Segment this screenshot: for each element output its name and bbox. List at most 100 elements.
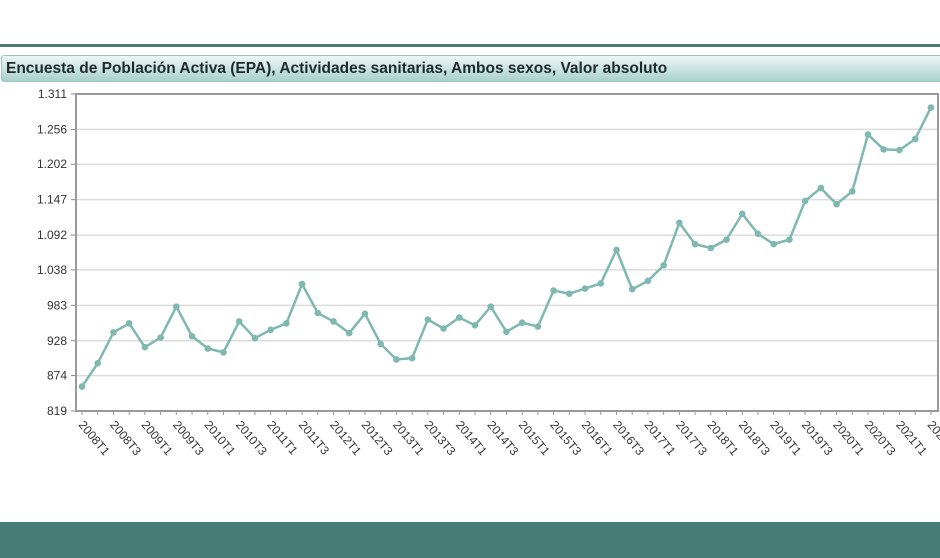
x-tick-label: 2011T3: [296, 418, 333, 458]
x-tick-label: 2013T3: [422, 418, 459, 458]
x-tick-label: 2014T1: [453, 418, 490, 458]
data-point: [94, 360, 102, 367]
x-tick-label: 2009T3: [170, 418, 207, 458]
data-point: [550, 287, 557, 294]
x-tick-label: 2020T1: [830, 418, 867, 458]
data-point: [235, 318, 243, 325]
x-tick-label: 2016T3: [610, 418, 647, 458]
data-point: [204, 345, 212, 352]
y-tick-label: 1.092: [37, 228, 67, 242]
x-tick-label: 2010T1: [201, 418, 238, 458]
data-point: [345, 329, 353, 337]
x-tick-label: 2012T3: [359, 418, 396, 458]
data-point: [78, 383, 86, 390]
x-tick-label: 2013T1: [390, 418, 427, 458]
x-tick-label: 2017T3: [673, 418, 710, 458]
x-tick-label: 2010T3: [233, 418, 270, 458]
x-tick-label: 2021T3: [925, 418, 940, 458]
data-point: [880, 146, 888, 153]
data-point: [110, 329, 117, 336]
x-tick-label: 2014T3: [484, 418, 521, 458]
x-tick-label: 2008T1: [76, 418, 113, 458]
line-chart: 819 874 928 983 1.038 1.092 1.147 1.202 1.256 1.3…: [37, 87, 940, 458]
top-divider: [0, 44, 940, 47]
data-point: [455, 314, 463, 321]
data-point: [896, 146, 903, 154]
data-point: [848, 187, 856, 195]
data-point: [754, 230, 762, 238]
data-point: [770, 240, 777, 248]
data-point: [188, 332, 196, 340]
y-tick-label: 1.202: [37, 157, 67, 171]
data-point: [408, 354, 416, 362]
plot-frame: [75, 93, 939, 412]
data-point: [581, 285, 589, 292]
data-point: [487, 303, 495, 310]
y-tick-label: 983: [47, 298, 67, 312]
data-point: [424, 316, 432, 323]
y-tick-label: 1.256: [37, 122, 67, 136]
data-point: [613, 246, 620, 254]
x-tick-label: 2016T1: [579, 418, 616, 458]
data-point: [660, 262, 667, 269]
data-point: [220, 349, 227, 356]
x-tick-label: 2015T3: [547, 418, 584, 458]
data-point: [833, 200, 840, 208]
x-tick-label: 2018T3: [736, 418, 773, 458]
series-line: [80, 106, 932, 388]
data-point: [801, 197, 809, 205]
data-point: [314, 309, 322, 317]
y-tick-label: 874: [47, 369, 67, 383]
x-tick-label: 2021T1: [893, 418, 930, 458]
data-point: [251, 334, 259, 342]
data-point: [173, 303, 180, 310]
y-tick-label: 819: [47, 404, 67, 418]
data-point: [377, 340, 384, 348]
footer-bar: [0, 522, 940, 558]
data-point: [267, 326, 274, 334]
data-point: [911, 135, 919, 143]
data-point: [786, 236, 793, 243]
data-point: [817, 184, 825, 192]
chart-title: Encuesta de Población Activa (EPA), Acti…: [6, 60, 668, 77]
data-point: [864, 131, 872, 138]
data-point: [566, 290, 573, 298]
x-tick-label: 2011T1: [264, 418, 301, 458]
data-point: [707, 244, 715, 252]
data-point: [471, 322, 479, 329]
data-point: [644, 277, 652, 285]
data-point: [141, 343, 149, 351]
data-point: [738, 210, 746, 218]
data-point: [503, 328, 510, 336]
x-tick-label: 2020T3: [862, 418, 899, 458]
data-point: [927, 104, 935, 111]
data-point: [361, 310, 369, 318]
x-tick-label: 2009T1: [139, 418, 176, 458]
data-point: [518, 319, 526, 327]
y-tick-label: 928: [47, 334, 67, 348]
data-point: [440, 325, 447, 332]
chart-title-bar: Encuesta de Población Activa (EPA), Acti…: [1, 55, 940, 82]
data-point: [628, 285, 636, 293]
data-point: [723, 236, 730, 243]
data-point: [676, 219, 683, 227]
data-point: [691, 240, 699, 248]
y-tick-label: 1.311: [38, 87, 67, 101]
data-point: [283, 320, 290, 327]
y-tick-label: 1.147: [37, 193, 67, 207]
y-tick-label: 1.038: [37, 263, 67, 277]
data-point: [125, 320, 133, 327]
x-tick-label: 2017T1: [642, 418, 679, 458]
x-tick-label: 2019T3: [799, 418, 836, 458]
data-point: [298, 280, 306, 288]
x-tick-label: 2008T3: [107, 418, 144, 458]
data-point: [330, 318, 337, 325]
x-tick-label: 2018T1: [705, 418, 742, 458]
x-tick-label: 2012T1: [327, 418, 364, 458]
data-point: [534, 323, 542, 330]
data-point: [393, 356, 400, 363]
x-tick-label: 2019T1: [767, 418, 804, 458]
data-point: [157, 334, 164, 341]
data-point: [597, 280, 605, 287]
x-tick-label: 2015T1: [516, 418, 553, 458]
